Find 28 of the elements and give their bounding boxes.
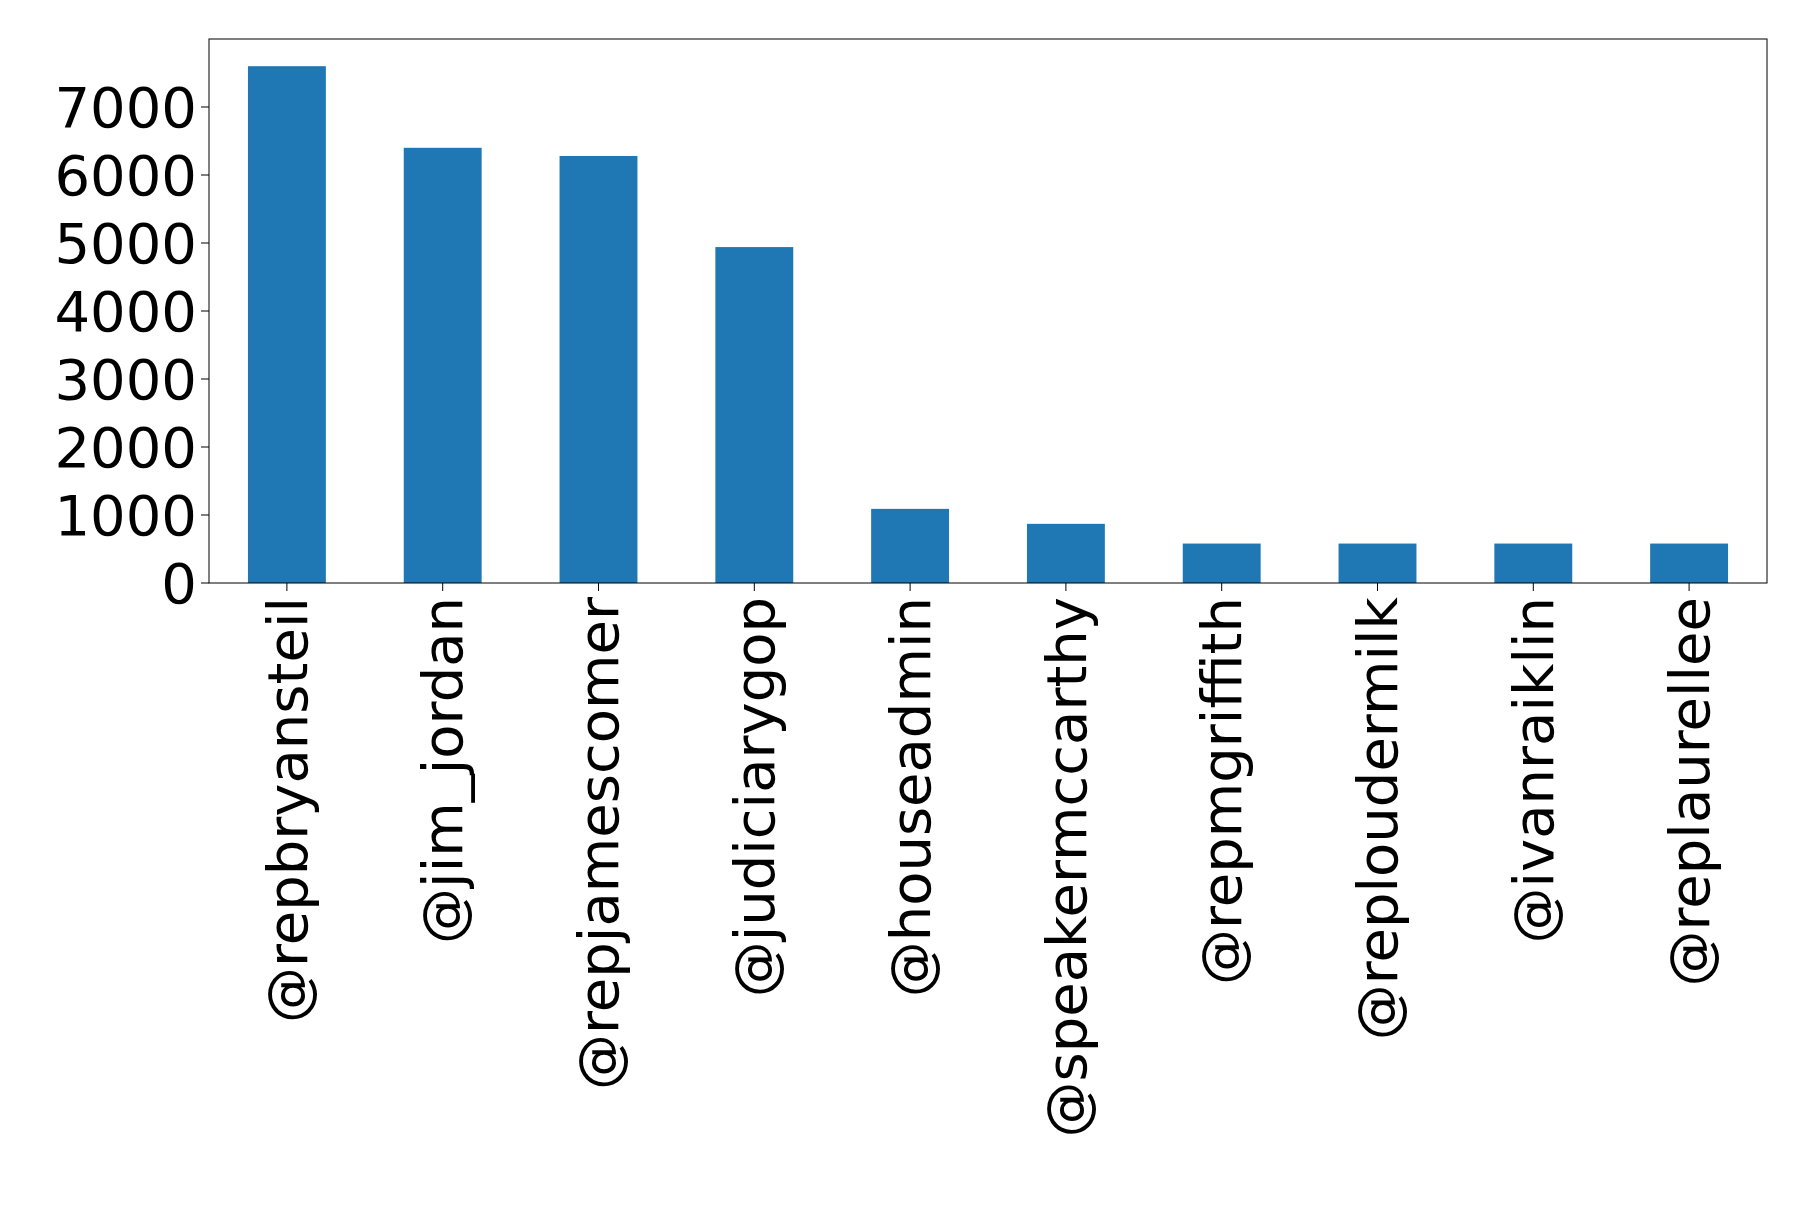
y-tick-label: 3000 bbox=[54, 346, 197, 412]
x-tick-label: @repmgriffith bbox=[1189, 597, 1255, 986]
bar bbox=[403, 147, 482, 583]
bar bbox=[1338, 543, 1417, 583]
x-tick-label: @jim_jordan bbox=[410, 597, 476, 944]
bar bbox=[871, 508, 950, 583]
y-tick-label: 1000 bbox=[54, 482, 197, 548]
bar bbox=[247, 66, 326, 583]
bar bbox=[715, 247, 794, 583]
x-tick-label: @replaurellee bbox=[1656, 597, 1722, 987]
bar bbox=[1026, 523, 1105, 583]
bar bbox=[559, 155, 638, 583]
x-tick-label: @reploudermilk bbox=[1345, 596, 1411, 1041]
bar bbox=[1182, 543, 1261, 583]
x-tick-label: @repbryansteil bbox=[254, 597, 320, 1024]
x-tick-label: @speakermccarthy bbox=[1033, 597, 1099, 1138]
y-tick-label: 5000 bbox=[54, 210, 197, 276]
bar bbox=[1650, 543, 1729, 583]
bar bbox=[1494, 543, 1573, 583]
y-tick-label: 2000 bbox=[54, 414, 197, 480]
y-tick-label: 4000 bbox=[54, 278, 197, 344]
x-tick-label: @judiciarygop bbox=[721, 597, 787, 998]
y-tick-label: 7000 bbox=[54, 74, 197, 140]
x-tick-label: @repjamescomer bbox=[566, 596, 632, 1090]
y-tick-label: 0 bbox=[161, 550, 197, 616]
x-tick-label: @houseadmin bbox=[877, 597, 943, 998]
y-tick-label: 6000 bbox=[54, 142, 197, 208]
x-tick-label: @ivanraiklin bbox=[1500, 597, 1566, 944]
